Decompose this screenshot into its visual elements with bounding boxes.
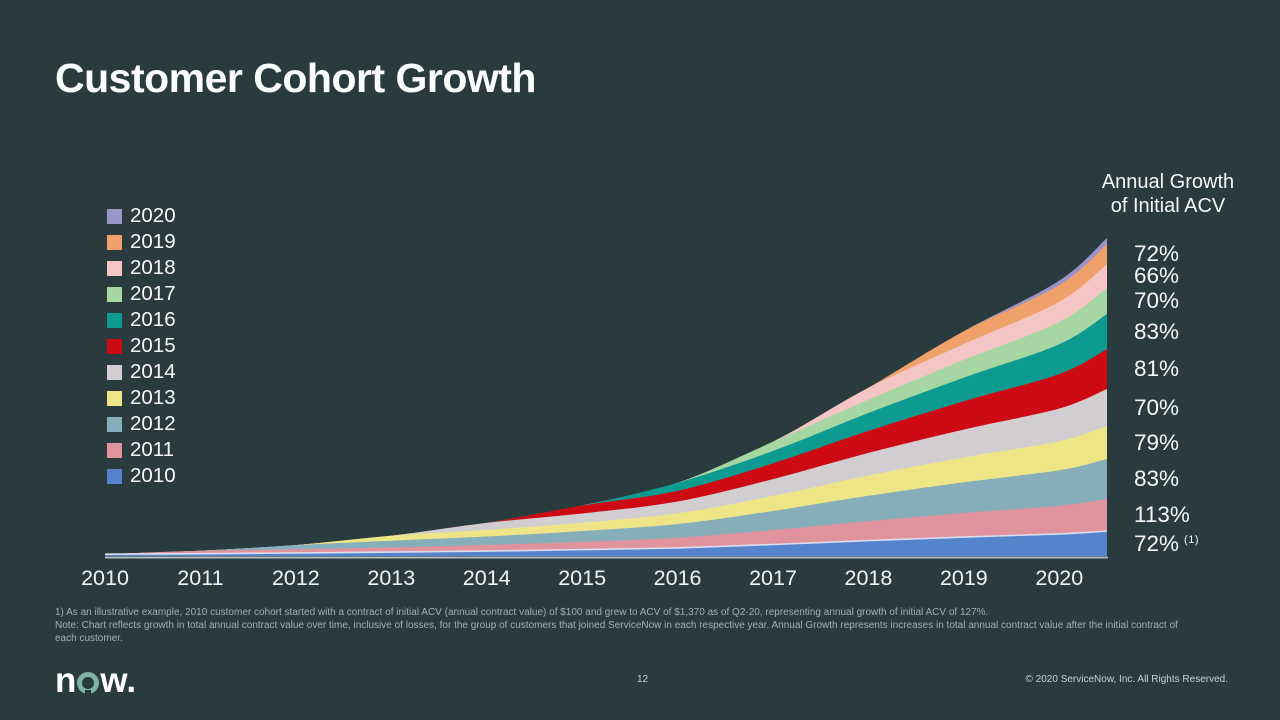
legend-item-2016: 2016 bbox=[107, 307, 176, 333]
legend-item-2015: 2015 bbox=[107, 333, 176, 359]
x-axis-label-2014: 2014 bbox=[462, 566, 511, 590]
legend-label: 2015 bbox=[130, 333, 176, 357]
x-axis-label-2010: 2010 bbox=[81, 566, 129, 590]
legend-label: 2016 bbox=[130, 307, 176, 331]
cohort-2010-top-stroke bbox=[105, 530, 1108, 555]
footnote: 1) As an illustrative example, 2010 cust… bbox=[55, 606, 1235, 645]
logo-o-ring-icon bbox=[77, 672, 100, 695]
annual-growth-2010: 72% (1) bbox=[1134, 530, 1199, 556]
logo-text-right: w. bbox=[100, 661, 137, 700]
legend-item-2010: 2010 bbox=[107, 463, 176, 489]
legend-swatch-icon bbox=[107, 364, 122, 380]
legend-swatch-icon bbox=[107, 442, 122, 458]
annual-growth-2019: 72% bbox=[1134, 241, 1180, 266]
x-axis-label-2020: 2020 bbox=[1035, 566, 1084, 590]
annual-growth-2013: 79% bbox=[1134, 429, 1180, 455]
x-axis-label-2019: 2019 bbox=[939, 566, 988, 590]
legend-item-2018: 2018 bbox=[107, 255, 176, 281]
servicenow-now-logo: n w. bbox=[55, 661, 136, 701]
legend-label: 2018 bbox=[130, 255, 176, 279]
annual-growth-2014: 70% bbox=[1134, 394, 1180, 420]
legend-swatch-icon bbox=[107, 338, 122, 354]
annual-growth-2011: 113% bbox=[1134, 501, 1190, 527]
legend-label: 2014 bbox=[130, 359, 176, 383]
legend-item-2020: 2020 bbox=[107, 203, 176, 229]
page-number: 12 bbox=[636, 674, 649, 685]
x-axis-label-2016: 2016 bbox=[653, 566, 702, 590]
slide-title: Customer Cohort Growth bbox=[55, 55, 536, 101]
legend-label: 2019 bbox=[130, 229, 176, 253]
legend-swatch-icon bbox=[107, 234, 122, 250]
legend-swatch-icon bbox=[107, 416, 122, 432]
footnote-line: 1) As an illustrative example, 2010 cust… bbox=[55, 607, 989, 618]
legend-swatch-icon bbox=[107, 286, 122, 302]
legend-swatch-icon bbox=[107, 312, 122, 328]
legend-label: 2012 bbox=[130, 411, 176, 435]
annual-growth-header-line2: of Initial ACV bbox=[1110, 194, 1226, 217]
legend-swatch-icon bbox=[107, 260, 122, 276]
legend-label: 2011 bbox=[130, 437, 175, 461]
legend-item-2014: 2014 bbox=[107, 359, 176, 385]
legend-item-2019: 2019 bbox=[107, 229, 176, 255]
legend-label: 2020 bbox=[130, 203, 176, 227]
legend-label: 2013 bbox=[130, 385, 176, 409]
legend-label: 2010 bbox=[130, 463, 176, 487]
cohort-legend: 2020 2019 2018 2017 2016 2015 2014 2013 2012 2011… bbox=[107, 203, 176, 489]
x-axis-label-2013: 2013 bbox=[367, 566, 416, 590]
x-axis-label-2012: 2012 bbox=[271, 566, 320, 590]
annual-growth-2018: 66% bbox=[1134, 263, 1180, 288]
annual-growth-header: Annual Growth of Initial ACV bbox=[1096, 171, 1240, 218]
annual-growth-header-line1: Annual Growth bbox=[1101, 171, 1235, 193]
legend-swatch-icon bbox=[107, 208, 122, 224]
legend-swatch-icon bbox=[107, 390, 122, 406]
legend-item-2012: 2012 bbox=[107, 411, 176, 437]
annual-growth-2017: 70% bbox=[1134, 287, 1180, 313]
x-axis-label-2017: 2017 bbox=[749, 566, 797, 590]
stacked-area-chart bbox=[105, 238, 1108, 559]
annual-growth-2016: 83% bbox=[1134, 318, 1180, 344]
logo-text-left: n bbox=[55, 661, 77, 700]
area-cohort-2010 bbox=[105, 531, 1107, 556]
footnote-line: Note: Chart reflects growth in total ann… bbox=[55, 620, 1178, 631]
legend-item-2011: 2011 bbox=[107, 437, 176, 463]
copyright: © 2020 ServiceNow, Inc. All Rights Reser… bbox=[1025, 674, 1228, 685]
annual-growth-2015: 81% bbox=[1134, 355, 1180, 381]
footnote-marker: (1) bbox=[1184, 533, 1199, 546]
x-axis-label-2018: 2018 bbox=[844, 566, 893, 590]
legend-item-2017: 2017 bbox=[107, 281, 176, 307]
legend-item-2013: 2013 bbox=[107, 385, 176, 411]
annual-growth-2012: 83% bbox=[1134, 465, 1180, 491]
legend-label: 2017 bbox=[130, 281, 176, 305]
footnote-line: each customer. bbox=[55, 633, 123, 644]
x-axis-label-2015: 2015 bbox=[558, 566, 607, 590]
x-axis-label-2011: 2011 bbox=[177, 566, 224, 590]
legend-swatch-icon bbox=[107, 468, 122, 484]
